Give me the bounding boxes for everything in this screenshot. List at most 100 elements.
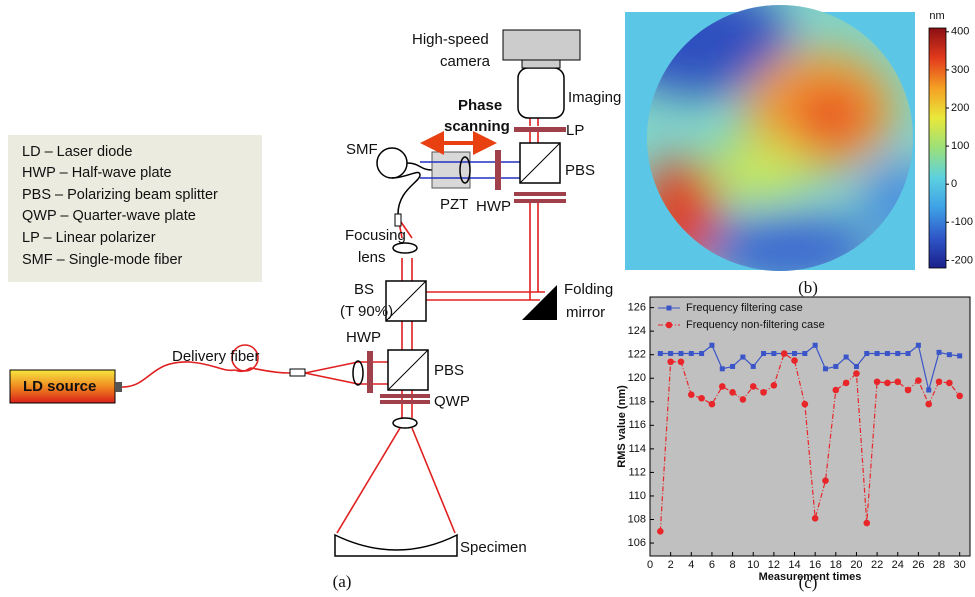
x-tick-label: 4 [688,559,694,571]
qwp-plate [380,400,430,404]
label: camera [440,53,491,70]
lens [353,361,363,385]
fiber-connector [290,369,305,376]
marker [802,351,807,356]
marker [720,366,725,371]
label: HWP [476,198,511,215]
y-tick-label: 126 [628,302,646,314]
legend-label: Frequency filtering case [686,302,803,314]
colorbar-unit: nm [929,10,944,22]
colorbar-tick-label: 0 [951,178,957,190]
marker [729,389,736,396]
legend-marker [666,322,673,329]
marker [751,364,756,369]
marker [843,380,850,387]
connector [115,382,122,392]
marker [875,351,880,356]
marker [771,382,778,389]
marker [947,352,952,357]
marker [688,391,695,398]
label: LP [566,122,584,139]
marker [906,351,911,356]
marker [730,364,735,369]
marker [719,383,726,390]
marker [668,351,673,356]
label: scanning [444,118,510,135]
label: LD source [23,378,96,395]
y-tick-label: 122 [628,349,646,361]
x-tick-label: 2 [668,559,674,571]
y-tick-label: 120 [628,372,646,384]
x-tick-label: 18 [830,559,842,571]
marker [926,388,931,393]
marker [884,380,891,387]
marker [905,387,912,394]
fiber [392,173,420,214]
x-tick-label: 30 [954,559,966,571]
y-tick-label: 110 [628,490,646,502]
marker [709,401,716,408]
marker [894,378,901,385]
marker [844,355,849,360]
lens [393,418,417,428]
x-tick-label: 26 [912,559,924,571]
marker [833,364,838,369]
colorbar-tick-label: 100 [951,140,969,152]
y-tick-label: 112 [628,466,646,478]
colorbar [929,28,946,268]
label: (T 90%) [340,303,393,320]
marker [956,393,963,400]
marker [740,396,747,403]
y-tick-label: 116 [628,419,646,431]
x-tick-label: 28 [933,559,945,571]
colorbar-tick-label: 400 [951,26,969,38]
x-tick-label: 16 [809,559,821,571]
marker [915,377,922,384]
legend-entry: LD – Laser diode [22,144,132,160]
label: Delivery fiber [172,348,260,365]
x-tick-label: 20 [850,559,862,571]
marker [792,351,797,356]
marker [657,528,664,535]
label: Phase [458,97,502,114]
x-tick-label: 0 [647,559,653,571]
x-tick-label: 14 [788,559,800,571]
marker [822,477,829,484]
fiber-tip [395,214,401,226]
marker [678,351,683,356]
label: Folding [564,281,613,298]
colorbar-tick-label: 300 [951,64,969,76]
y-tick-label: 108 [628,513,646,525]
marker [760,389,767,396]
marker [874,378,881,385]
legend-entry: QWP – Quarter-wave plate [22,208,196,224]
marker [885,351,890,356]
marker [761,351,766,356]
hwp-plate [367,351,373,393]
label: mirror [566,304,605,321]
marker [937,350,942,355]
y-tick-label: 124 [628,325,646,337]
marker [895,351,900,356]
marker [678,358,685,365]
legend-entry: LP – Linear polarizer [22,230,156,246]
fiber [407,163,432,170]
marker [957,353,962,358]
x-tick-label: 24 [892,559,904,571]
focusing-lens [393,243,417,253]
marker [658,351,663,356]
label: QWP [434,393,470,410]
label: High-speed [412,31,489,48]
label: SMF [346,141,378,158]
marker [771,351,776,356]
folding-mirror [522,285,557,320]
marker [781,350,788,357]
legend-label: Frequency non-filtering case [686,319,825,331]
marker [709,343,714,348]
marker [946,380,953,387]
marker [936,378,943,385]
y-tick-label: 114 [628,443,646,455]
caption: (a) [333,572,352,591]
camera-mount [522,60,560,68]
label: Specimen [460,539,527,556]
